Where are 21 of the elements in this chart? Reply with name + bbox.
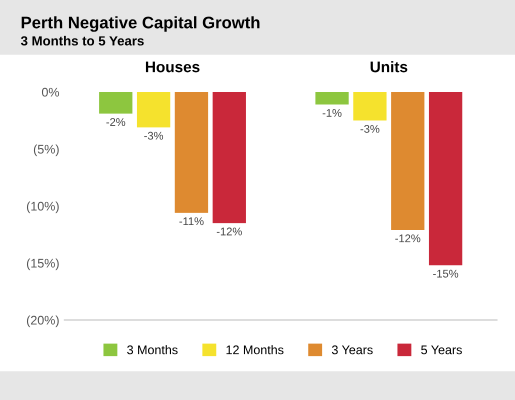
data-label: -12% (395, 234, 420, 242)
legend-label: 12 Months (226, 345, 284, 354)
legend-label: 3 Months (127, 345, 178, 354)
legend-label: 5 Years (421, 346, 462, 354)
x-tick-label: Units (370, 61, 408, 72)
y-tick-label: (5%) (34, 144, 59, 156)
data-label: -3% (360, 124, 380, 133)
y-tick-label: (15%) (26, 258, 59, 270)
y-tick-label: 0% (42, 88, 60, 97)
chart-title: Perth Negative Capital Growth (22, 16, 260, 32)
data-label: -2% (106, 118, 126, 126)
data-label: -3% (144, 132, 164, 140)
y-tick-label: (20%) (26, 315, 59, 328)
chart-subtitle: 3 Months to 5 Years (20, 36, 144, 46)
y-tick-label: (10%) (26, 201, 59, 214)
data-label: -11% (179, 217, 204, 226)
legend-label: 3 Years (332, 345, 373, 354)
data-label: -1% (322, 109, 342, 117)
x-tick-label: Houses (146, 62, 200, 72)
data-label: -12% (216, 228, 242, 236)
data-label: -15% (433, 270, 458, 278)
